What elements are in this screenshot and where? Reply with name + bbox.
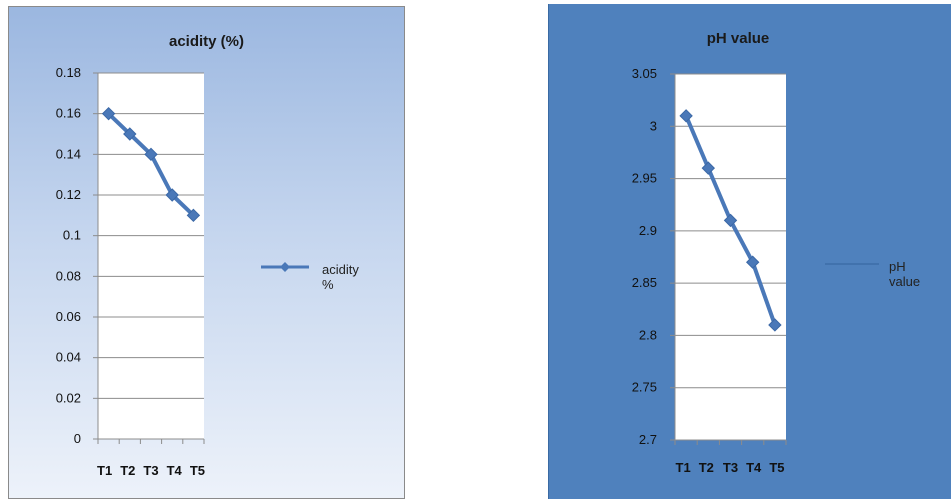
ph-chart-plot: 2.7 2.75 2.8 2.85 2.9 2.95 3 3.05 T1 T2 T3 T4 T5 (632, 66, 879, 475)
acidity-chart: acidity (%) 0 0.02 0.04 0.06 0.08 0.1 0.12 0.14… (8, 6, 405, 499)
data-point (701, 161, 716, 175)
x-tick-label: T1 (97, 463, 112, 478)
y-tick-label: 0.16 (56, 106, 81, 121)
x-tick-label: T2 (120, 463, 135, 478)
y-tick-label: 0.18 (56, 65, 81, 80)
y-tick-label: 0 (74, 431, 81, 446)
y-tick-label: 0.04 (56, 350, 81, 365)
x-tick-label: T3 (723, 460, 738, 475)
x-tick-label: T1 (676, 460, 691, 475)
x-tick-label: T4 (746, 460, 762, 475)
legend-label-line-2: % (322, 277, 334, 292)
y-tick-label: 0.06 (56, 309, 81, 324)
x-tick-label: T2 (699, 460, 714, 475)
data-point (123, 127, 137, 141)
data-point (165, 188, 179, 202)
plot-area (98, 73, 204, 439)
y-tick-label: 0.08 (56, 268, 81, 283)
x-tick-label: T3 (143, 463, 158, 478)
y-tick-label: 3.05 (632, 66, 657, 81)
legend-label: acidity % (322, 262, 359, 292)
y-tick-label: 0.1 (63, 228, 81, 243)
data-point (101, 106, 116, 121)
chart-title: acidity (%) (168, 33, 244, 50)
y-tick-label: 2.95 (632, 171, 657, 186)
y-tick-label: 0.02 (56, 390, 81, 405)
legend-label: pH value (889, 259, 920, 289)
data-point (679, 109, 693, 123)
data-point (745, 255, 760, 269)
data-point (186, 208, 201, 223)
data-point (144, 147, 158, 162)
legend-label-line-1: acidity (322, 262, 359, 277)
ph-chart: pH value 2.7 2.75 2.8 2.85 2.9 2.95 3 3.05 T1 T2 T… (548, 4, 951, 499)
data-point (768, 318, 782, 332)
data-point (723, 213, 738, 228)
y-tick-label: 2.9 (639, 223, 657, 238)
chart-title: pH value (706, 30, 770, 47)
x-tick-label: T4 (167, 463, 183, 478)
legend-marker (280, 262, 290, 272)
legend-label-line-1: pH (889, 259, 906, 274)
x-tick-label: T5 (769, 460, 784, 475)
y-tick-label: 2.85 (632, 275, 657, 290)
x-tick-label: T5 (190, 463, 205, 478)
y-tick-label: 0.14 (56, 146, 81, 161)
y-tick-label: 2.75 (632, 380, 657, 395)
y-tick-label: 2.8 (639, 327, 657, 342)
y-tick-label: 2.7 (639, 432, 657, 447)
y-tick-label: 3 (650, 118, 657, 133)
legend-label-line-2: value (889, 274, 921, 289)
acidity-chart-plot: 0 0.02 0.04 0.06 0.08 0.1 0.12 0.14 0.16 0.18 T1 T2… (56, 65, 309, 478)
y-tick-label: 0.12 (56, 187, 81, 202)
